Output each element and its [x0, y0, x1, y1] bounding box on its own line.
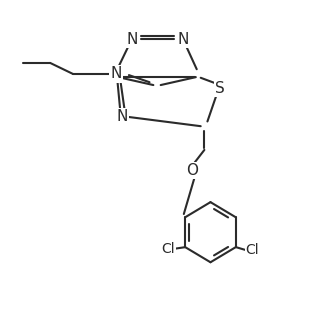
- Text: N: N: [127, 32, 138, 47]
- Text: Cl: Cl: [246, 243, 259, 257]
- Text: N: N: [177, 32, 189, 47]
- Text: Cl: Cl: [162, 242, 175, 256]
- Text: O: O: [186, 163, 198, 178]
- Text: N: N: [116, 109, 128, 124]
- Text: N: N: [110, 66, 122, 81]
- Text: S: S: [215, 81, 225, 96]
